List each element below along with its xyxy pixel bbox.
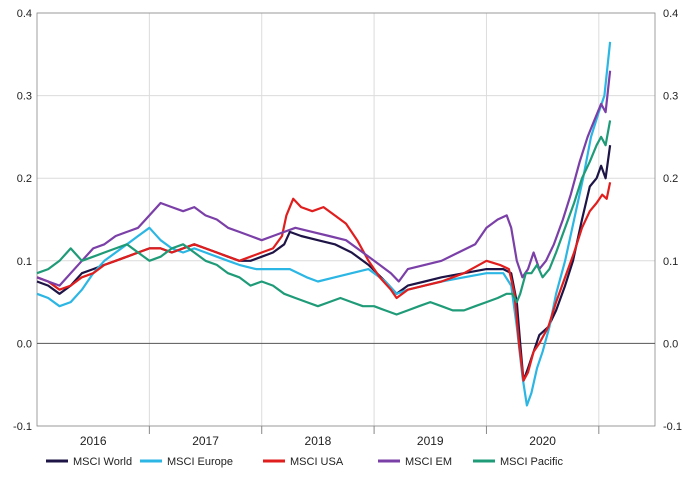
y-tick-label-right: 0.3 [663, 91, 678, 103]
legend-label-msci-usa: MSCI USA [290, 456, 344, 468]
y-tick-label-right: 0.1 [663, 256, 678, 268]
legend: MSCI World MSCI Europe MSCI USA MSCI EM MSCI… [46, 456, 563, 468]
series-line-msci-em [36, 70, 612, 287]
y-tick-label-left: 0.3 [17, 91, 32, 103]
axes: -0.1 -0.1 0.0 0.0 0.1 0.1 0.2 0.2 0.3 0.3 0.4 0.4 20… [13, 8, 682, 448]
y-tick-label-left: 0.4 [17, 8, 32, 20]
x-tick-label: 2017 [192, 434, 219, 448]
y-tick-label-right: 0.0 [663, 338, 678, 350]
legend-label-msci-em: MSCI EM [405, 456, 452, 468]
series-line-msci-europe [36, 41, 612, 407]
series-lines [36, 41, 612, 407]
x-tick-label: 2016 [80, 434, 107, 448]
x-tick-label: 2019 [417, 434, 444, 448]
x-tick-label: 2020 [529, 434, 556, 448]
y-tick-label-left: 0.2 [17, 173, 32, 185]
legend-label-msci-world: MSCI World [73, 456, 132, 468]
legend-label-msci-europe: MSCI Europe [167, 456, 233, 468]
y-tick-label-left: -0.1 [13, 421, 32, 433]
y-tick-label-left: 0.0 [17, 338, 32, 350]
y-tick-label-right: -0.1 [663, 421, 682, 433]
series-line-msci-world [36, 145, 612, 382]
legend-label-msci-pacific: MSCI Pacific [500, 456, 563, 468]
series-line-msci-pacific [36, 120, 612, 316]
plot-frame [36, 12, 656, 427]
y-tick-label-left: 0.1 [17, 256, 32, 268]
y-tick-label-right: 0.4 [663, 8, 678, 20]
series-line-msci-usa [36, 182, 612, 382]
y-tick-label-right: 0.2 [663, 173, 678, 185]
x-tick-label: 2018 [305, 434, 332, 448]
